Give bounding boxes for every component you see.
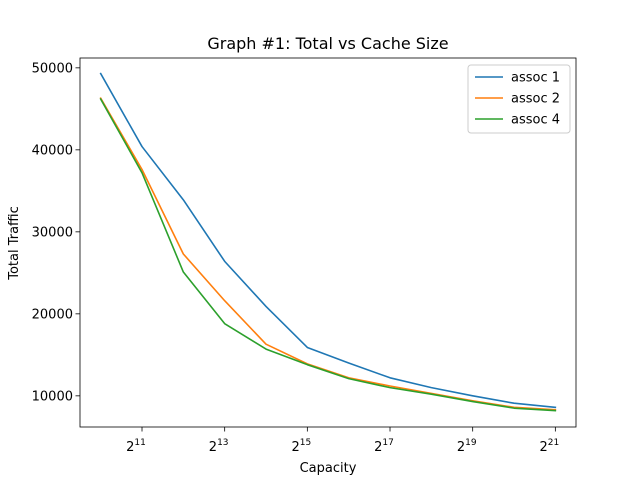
legend-label-2: assoc 2	[511, 92, 560, 107]
y-tick-label: 20000	[32, 307, 73, 322]
x-axis-label: Capacity	[300, 461, 357, 476]
y-axis-label: Total Traffic	[7, 206, 22, 281]
x-tick-base: 2	[539, 440, 547, 455]
x-tick-base: 2	[457, 440, 465, 455]
x-tick-exponent: 13	[217, 438, 228, 448]
x-tick-base: 2	[374, 440, 382, 455]
legend: assoc 1 assoc 2 assoc 4	[467, 64, 571, 134]
legend-label-3: assoc 4	[511, 113, 560, 128]
legend-box	[467, 64, 571, 134]
x-tick-label: 211	[126, 438, 146, 455]
x-tick-base: 2	[209, 440, 217, 455]
x-tick-exponent: 17	[382, 438, 393, 448]
x-tick-base: 2	[126, 440, 134, 455]
y-tick-label: 40000	[32, 143, 73, 158]
x-ticks: 211 213 215 217 219 221	[126, 427, 559, 455]
plot-frame	[79, 57, 577, 428]
x-tick-label: 215	[291, 438, 311, 455]
x-tick-base: 2	[291, 440, 299, 455]
x-tick-exponent: 15	[300, 438, 311, 448]
series-line-1	[99, 72, 557, 409]
series-layer	[99, 72, 557, 412]
y-ticks: 10000 20000 30000 40000 50000	[32, 61, 80, 404]
x-tick-label: 213	[209, 438, 229, 455]
series-line-3	[99, 97, 557, 412]
x-tick-exponent: 21	[548, 438, 559, 448]
x-tick-exponent: 19	[465, 438, 477, 448]
x-tick-exponent: 11	[134, 438, 145, 448]
y-tick-label: 50000	[32, 61, 73, 76]
series-line-2	[99, 97, 557, 411]
legend-label-1: assoc 1	[511, 71, 560, 86]
y-tick-label: 10000	[32, 389, 73, 404]
x-tick-label: 219	[457, 438, 477, 455]
x-tick-label: 217	[374, 438, 394, 455]
x-tick-label: 221	[539, 438, 559, 455]
chart-title: Graph #1: Total vs Cache Size	[207, 34, 448, 53]
y-tick-label: 30000	[32, 225, 73, 240]
